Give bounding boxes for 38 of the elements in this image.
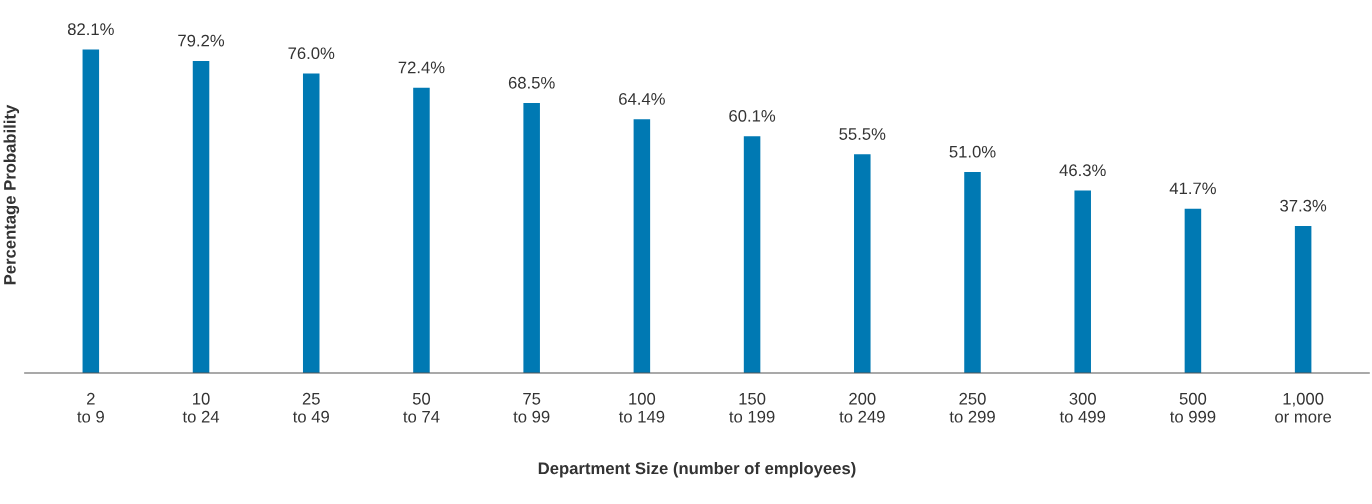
bar (1184, 208, 1202, 373)
x-tick-label: 10 to 24 (182, 392, 220, 423)
x-tick-label: 200 to 249 (839, 392, 885, 423)
bar (964, 172, 981, 373)
bar (633, 119, 651, 373)
bar (1074, 190, 1091, 373)
bar (743, 136, 761, 373)
data-label: 72.4% (398, 61, 445, 74)
x-tick-label: 1,000 or more (1275, 392, 1332, 423)
data-label: 37.3% (1280, 199, 1327, 212)
data-label: 51.0% (949, 145, 996, 158)
x-tick-label: 250 to 299 (949, 392, 995, 423)
data-label: 79.2% (178, 34, 225, 47)
data-label: 82.1% (67, 23, 114, 36)
data-label: 64.4% (619, 93, 665, 105)
bar (523, 103, 540, 373)
x-tick-label: 50 to 74 (403, 392, 440, 423)
data-label: 76.0% (288, 47, 335, 60)
x-axis-title: Department Size (number of employees) (538, 462, 856, 478)
bar (413, 87, 430, 373)
y-axis-title: Percentage Probability (3, 104, 20, 285)
bar (302, 73, 320, 373)
x-tick-label: 100 to 149 (618, 392, 665, 423)
data-label: 41.7% (1169, 182, 1216, 195)
x-tick-label: 150 to 199 (729, 392, 775, 423)
x-tick-label: 500 to 999 (1170, 392, 1216, 423)
bar (192, 60, 210, 373)
data-label: 55.5% (839, 128, 886, 140)
data-label: 60.1% (729, 109, 776, 122)
x-tick-label: 300 to 499 (1059, 392, 1106, 423)
x-tick-label: 2 to 9 (77, 392, 104, 423)
x-tick-label: 75 to 99 (513, 393, 550, 423)
data-label: 46.3% (1059, 164, 1106, 177)
data-label: 68.5% (508, 76, 555, 89)
bar (854, 154, 871, 373)
x-tick-label: 25 to 49 (292, 392, 329, 423)
bar (82, 49, 100, 373)
bar (1294, 226, 1312, 373)
